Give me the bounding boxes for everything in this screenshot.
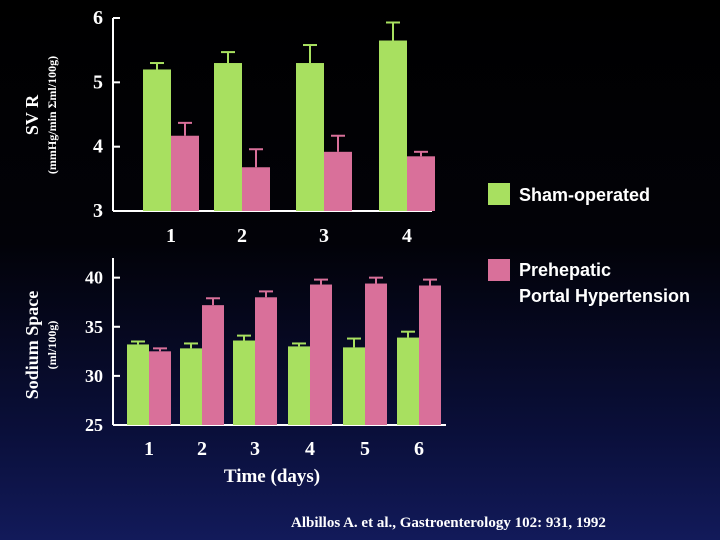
y-tick-label: 25 <box>85 415 103 435</box>
bar-sham-6 <box>397 337 419 425</box>
x-tick-label: 4 <box>402 225 412 247</box>
legend-label: Sham-operated <box>519 185 650 205</box>
bar-portal-6 <box>419 285 441 425</box>
citation-text: Albillos A. et al., Gastroenterology 102… <box>291 515 606 531</box>
x-axis-title: Time (days) <box>224 466 320 487</box>
y-tick-label: 4 <box>93 136 103 158</box>
bar-portal-2 <box>242 167 270 211</box>
bar-sham-2 <box>180 348 202 425</box>
y-axis-title: (ml/100g) <box>45 321 59 370</box>
y-tick-label: 35 <box>85 317 103 337</box>
bar-sham-2 <box>214 63 242 212</box>
bar-portal-2 <box>202 305 224 425</box>
legend: Sham-operated Prehepatic Portal Hypertensi… <box>488 183 690 306</box>
y-tick-label: 3 <box>93 200 103 222</box>
x-tick-label: 6 <box>414 438 424 460</box>
legend-label: Prehepatic <box>519 260 611 280</box>
bar-sham-3 <box>296 63 324 212</box>
x-tick-label: 5 <box>360 438 370 460</box>
x-tick-label: 4 <box>305 438 315 460</box>
x-tick-label: 2 <box>237 225 247 247</box>
x-tick-label: 3 <box>319 225 329 247</box>
y-axis-title: Sodium Space <box>22 291 42 400</box>
bar-sham-4 <box>379 40 407 212</box>
legend-label: Portal Hypertension <box>519 286 690 306</box>
bar-portal-4 <box>407 156 435 211</box>
y-axis-title: (mmHg/min Σml/100g) <box>45 56 59 174</box>
bar-portal-3 <box>255 297 277 425</box>
bar-sham-4 <box>288 346 310 425</box>
bar-sham-3 <box>233 340 255 425</box>
x-tick-label: 1 <box>144 438 154 460</box>
legend-swatch-sham <box>488 183 510 205</box>
x-tick-label: 3 <box>250 438 260 460</box>
svr-chart: 3 4 5 6 1 2 3 4 SV R (mmHg/min Σml/100g) <box>22 7 435 247</box>
bar-portal-4 <box>310 284 332 425</box>
bar-portal-1 <box>171 135 199 211</box>
y-axis-title: SV R <box>22 94 42 135</box>
bar-sham-1 <box>127 344 149 425</box>
bar-sham-5 <box>343 347 365 425</box>
y-tick-label: 5 <box>93 71 103 93</box>
y-tick-label: 6 <box>93 7 103 29</box>
y-tick-label: 40 <box>85 268 103 288</box>
bar-portal-3 <box>324 151 352 211</box>
bar-portal-5 <box>365 283 387 425</box>
bar-portal-1 <box>149 351 171 425</box>
legend-swatch-portal <box>488 259 510 281</box>
sodium-space-chart: 25 30 35 40 1 2 3 4 5 6 Sodium Space (ml/100g) Time … <box>22 258 446 487</box>
y-tick-label: 30 <box>85 366 103 386</box>
bar-sham-1 <box>143 69 171 211</box>
x-tick-label: 2 <box>197 438 207 460</box>
x-tick-label: 1 <box>166 225 176 247</box>
